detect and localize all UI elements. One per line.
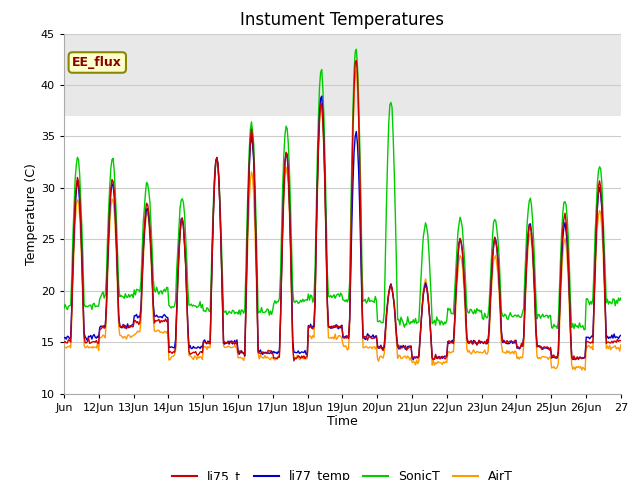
SonicT xyxy=(606,299,614,304)
AirT xyxy=(328,336,335,341)
SonicT xyxy=(328,295,335,300)
li77_temp xyxy=(393,332,401,338)
li75_t xyxy=(329,324,337,330)
li77_temp xyxy=(362,335,370,341)
Text: EE_flux: EE_flux xyxy=(72,56,122,69)
AirT xyxy=(518,355,525,361)
Line: li77_temp: li77_temp xyxy=(64,96,621,360)
X-axis label: Time: Time xyxy=(327,415,358,429)
SonicT xyxy=(353,47,360,52)
li75_t xyxy=(394,343,401,349)
Line: li75_t: li75_t xyxy=(64,60,621,361)
SonicT xyxy=(362,300,370,306)
li77_temp xyxy=(519,343,527,349)
li77_temp xyxy=(318,93,326,99)
li77_temp xyxy=(617,333,625,338)
AirT xyxy=(393,339,401,345)
AirT xyxy=(581,367,589,373)
AirT xyxy=(324,335,332,341)
SonicT xyxy=(393,267,401,273)
Legend: li75_t, li77_temp, SonicT, AirT: li75_t, li77_temp, SonicT, AirT xyxy=(167,465,518,480)
SonicT xyxy=(617,295,625,301)
li77_temp xyxy=(410,357,417,363)
li75_t xyxy=(60,339,68,345)
Line: AirT: AirT xyxy=(64,71,621,370)
li77_temp xyxy=(329,325,337,331)
li75_t xyxy=(364,337,371,343)
SonicT xyxy=(580,327,588,333)
AirT xyxy=(362,344,370,349)
li77_temp xyxy=(60,335,68,341)
li75_t xyxy=(290,358,298,364)
li75_t xyxy=(617,338,625,344)
li75_t xyxy=(353,58,360,63)
li75_t xyxy=(326,324,333,330)
Bar xyxy=(64,34,621,116)
li77_temp xyxy=(606,334,614,340)
li77_temp xyxy=(326,324,333,330)
AirT xyxy=(606,343,614,348)
SonicT xyxy=(60,305,68,311)
SonicT xyxy=(324,293,332,299)
AirT xyxy=(617,342,625,348)
li75_t xyxy=(519,343,527,349)
Line: SonicT: SonicT xyxy=(64,49,621,330)
Title: Instument Temperatures: Instument Temperatures xyxy=(241,11,444,29)
Y-axis label: Temperature (C): Temperature (C) xyxy=(25,163,38,264)
AirT xyxy=(353,68,360,73)
AirT xyxy=(60,345,68,350)
SonicT xyxy=(518,314,525,320)
li75_t xyxy=(606,340,614,346)
